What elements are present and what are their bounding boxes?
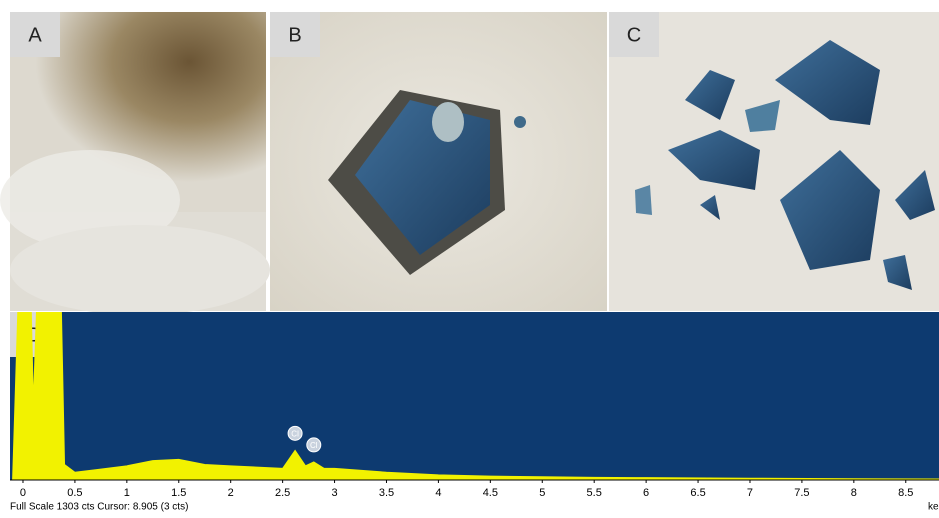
x-tick-label: 1.5 <box>171 487 186 499</box>
x-tick-label: 5 <box>539 487 545 499</box>
panel-label: C <box>627 24 641 46</box>
x-tick-label: 4 <box>435 487 441 499</box>
figure: ABCD Full Scale 1303 cts Cursor: 8.905 (… <box>0 0 939 513</box>
x-tick-label: 2.5 <box>275 487 290 499</box>
x-tick-label: 4.5 <box>483 487 498 499</box>
x-tick-label: 5.5 <box>587 487 602 499</box>
peak-label: Cl <box>310 441 318 450</box>
x-tick-label: 7 <box>747 487 753 499</box>
peak-label: Cl <box>291 429 299 438</box>
x-axis-label: ke <box>928 502 939 513</box>
photo-b <box>270 12 607 311</box>
plot-background <box>10 312 939 480</box>
x-tick-label: 0 <box>20 487 26 499</box>
footer: Full Scale 1303 cts Cursor: 8.905 (3 cts… <box>10 502 188 513</box>
x-tick-label: 0.5 <box>67 487 82 499</box>
photo-a <box>0 12 270 315</box>
panel-label: B <box>288 24 301 46</box>
x-tick-label: 1 <box>124 487 130 499</box>
x-tick-label: 8 <box>851 487 857 499</box>
panel-label: A <box>28 24 42 46</box>
x-tick-label: 2 <box>228 487 234 499</box>
x-tick-label: 3.5 <box>379 487 394 499</box>
x-tick-label: 8.5 <box>898 487 913 499</box>
x-tick-label: 6.5 <box>690 487 705 499</box>
x-tick-label: 6 <box>643 487 649 499</box>
x-tick-label: 7.5 <box>794 487 809 499</box>
x-tick-label: 3 <box>331 487 337 499</box>
